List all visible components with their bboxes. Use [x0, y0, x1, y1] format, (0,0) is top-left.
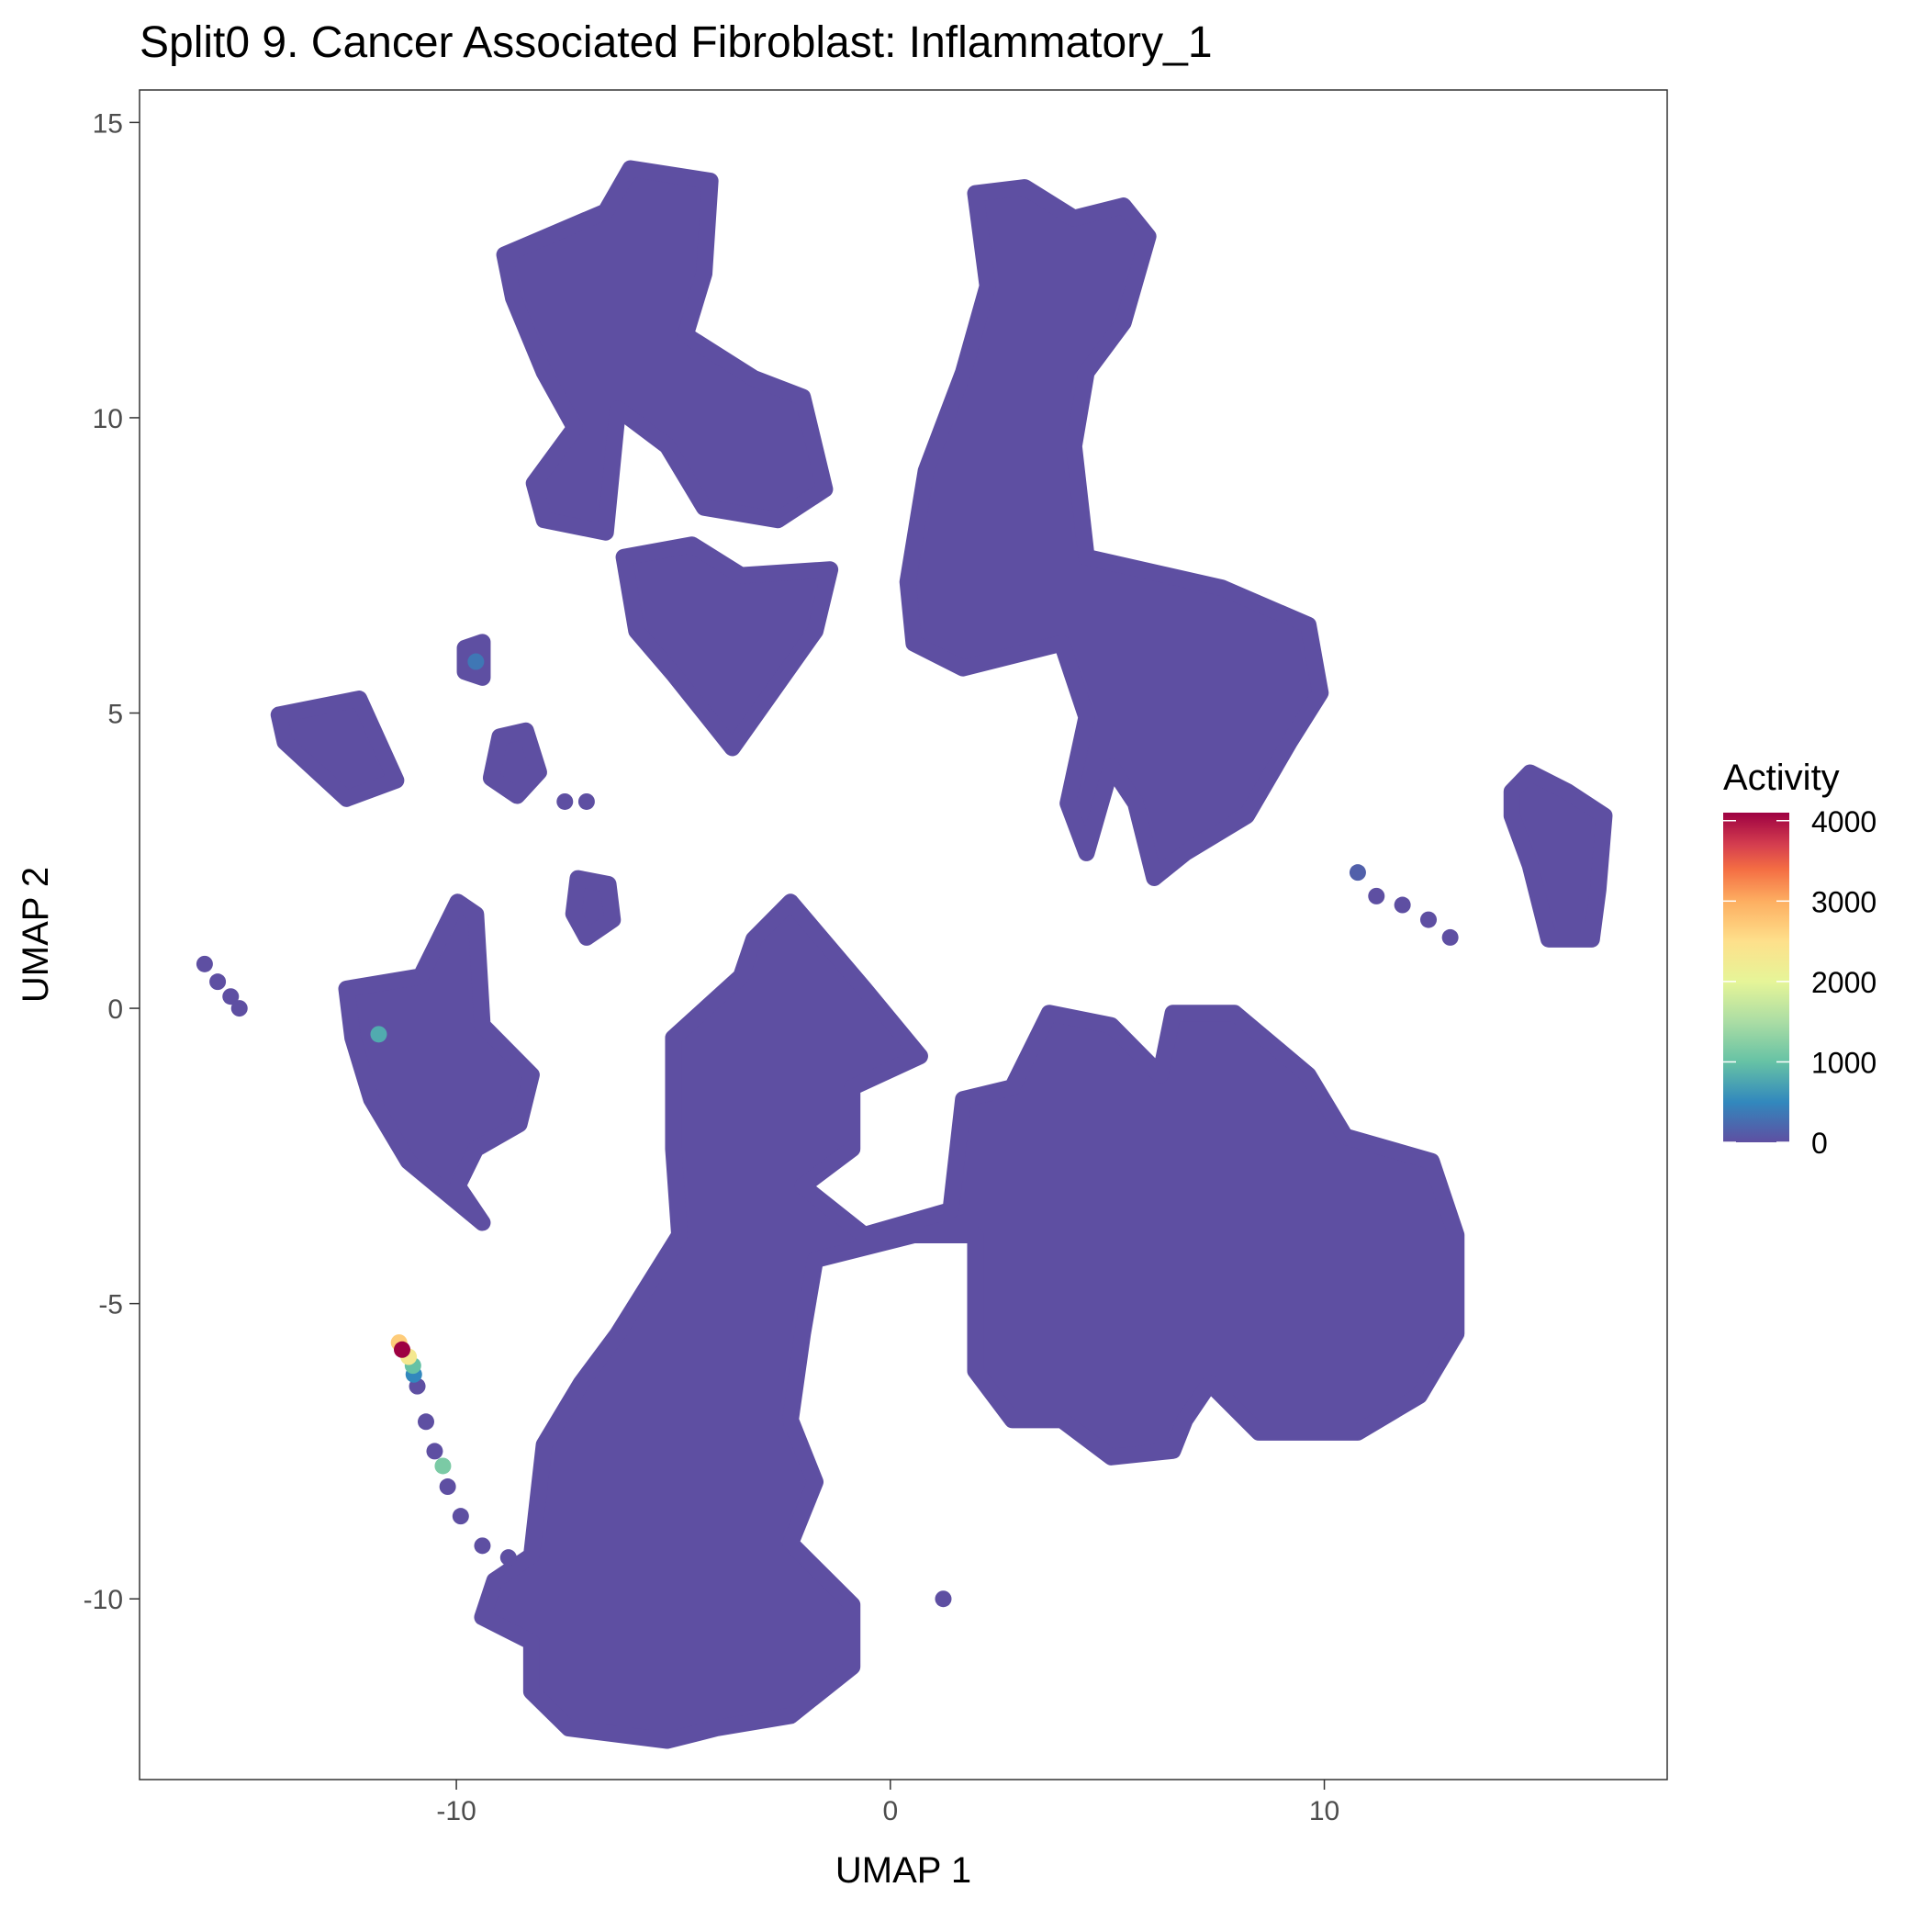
data-point	[230, 1000, 248, 1017]
cell-cluster-4	[338, 893, 540, 1231]
legend-tick-label: 3000	[1811, 885, 1877, 918]
data-point	[467, 653, 485, 670]
cell-cluster-2	[899, 179, 1329, 886]
color-legend: Activity 0 1000 2000 3000 4000	[1723, 758, 1877, 1160]
data-point	[394, 1341, 410, 1358]
y-tick-label: -10	[84, 1585, 123, 1615]
data-point	[1420, 911, 1437, 928]
y-tick-label: 15	[93, 108, 123, 139]
y-tick-label: 0	[107, 994, 123, 1025]
x-tick-label: 10	[1309, 1796, 1339, 1826]
data-point	[222, 988, 240, 1005]
cell-cluster-5	[270, 691, 405, 807]
x-axis: -10 0 10	[436, 1780, 1339, 1826]
data-point	[452, 1508, 469, 1525]
data-point	[196, 955, 213, 972]
cell-cluster-1	[615, 536, 839, 757]
data-point	[1349, 864, 1366, 882]
plot-area	[196, 160, 1613, 1749]
data-point	[434, 1457, 452, 1475]
data-point	[418, 1413, 434, 1431]
cell-cluster-6	[1503, 764, 1613, 948]
chart-title: Split0 9. Cancer Associated Fibroblast: …	[140, 18, 1213, 67]
legend-title: Activity	[1723, 758, 1840, 798]
data-point	[209, 973, 227, 991]
data-point	[499, 1549, 517, 1567]
legend-tick-label: 0	[1811, 1127, 1828, 1160]
cell-cluster-3	[474, 893, 1465, 1749]
y-tick-label: -5	[98, 1290, 123, 1320]
cell-cluster-8	[565, 870, 622, 946]
x-tick-label: 0	[882, 1796, 898, 1826]
legend-tick-label: 1000	[1811, 1046, 1877, 1079]
y-axis-title: UMAP 2	[16, 867, 56, 1003]
data-point	[439, 1478, 456, 1496]
data-point	[556, 792, 574, 810]
data-point	[1394, 896, 1411, 914]
data-point	[426, 1443, 443, 1460]
data-point	[1368, 887, 1385, 904]
y-tick-label: 5	[107, 700, 123, 730]
data-point	[1441, 928, 1459, 946]
legend-tick-label: 2000	[1811, 966, 1877, 999]
cell-cluster-7	[482, 722, 547, 804]
y-axis: -10 -5 0 5 10 15	[84, 108, 140, 1615]
legend-tick-label: 4000	[1811, 805, 1877, 838]
data-point	[370, 1026, 387, 1043]
x-axis-title: UMAP 1	[835, 1850, 971, 1891]
data-point	[577, 792, 595, 810]
x-tick-label: -10	[436, 1796, 476, 1826]
data-point	[935, 1590, 952, 1608]
cell-cluster-0	[496, 160, 834, 541]
y-tick-label: 10	[93, 404, 123, 434]
data-point	[474, 1537, 491, 1555]
legend-colorbar	[1723, 813, 1789, 1142]
panel-border	[139, 89, 1668, 1780]
